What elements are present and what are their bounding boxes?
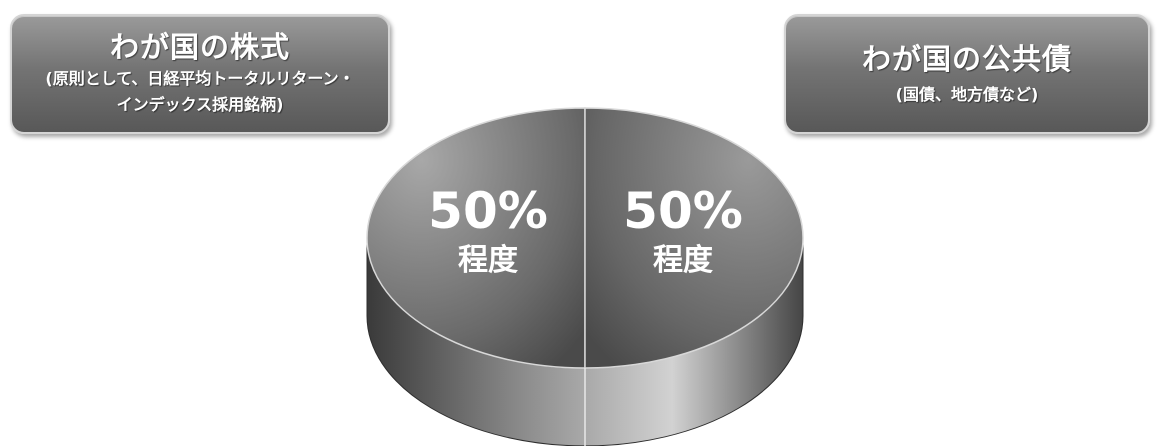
- label-box-domestic-stocks: わが国の株式 (原則として、日経平均トータルリターン・ インデックス採用銘柄): [10, 14, 390, 134]
- slice-note-label-1: 程度: [458, 243, 518, 278]
- slice-percent-label-1: 50%: [428, 182, 548, 240]
- domestic-bonds-subtitle: (国債、地方債など): [895, 85, 1039, 104]
- domestic-bonds-title: わが国の公共債: [861, 42, 1072, 76]
- domestic-stocks-subtitle-line2: インデックス採用銘柄): [116, 95, 284, 114]
- label-box-domestic-bonds: わが国の公共債 (国債、地方債など): [784, 14, 1150, 134]
- slice-note-label-2: 程度: [653, 243, 713, 278]
- domestic-stocks-title: わが国の株式: [109, 30, 290, 64]
- pie-slice-2: [584, 107, 804, 369]
- domestic-stocks-subtitle-line1: (原則として、日経平均トータルリターン・: [45, 69, 355, 88]
- pie-slice-1: [366, 107, 586, 369]
- slice-percent-label-2: 50%: [623, 182, 743, 240]
